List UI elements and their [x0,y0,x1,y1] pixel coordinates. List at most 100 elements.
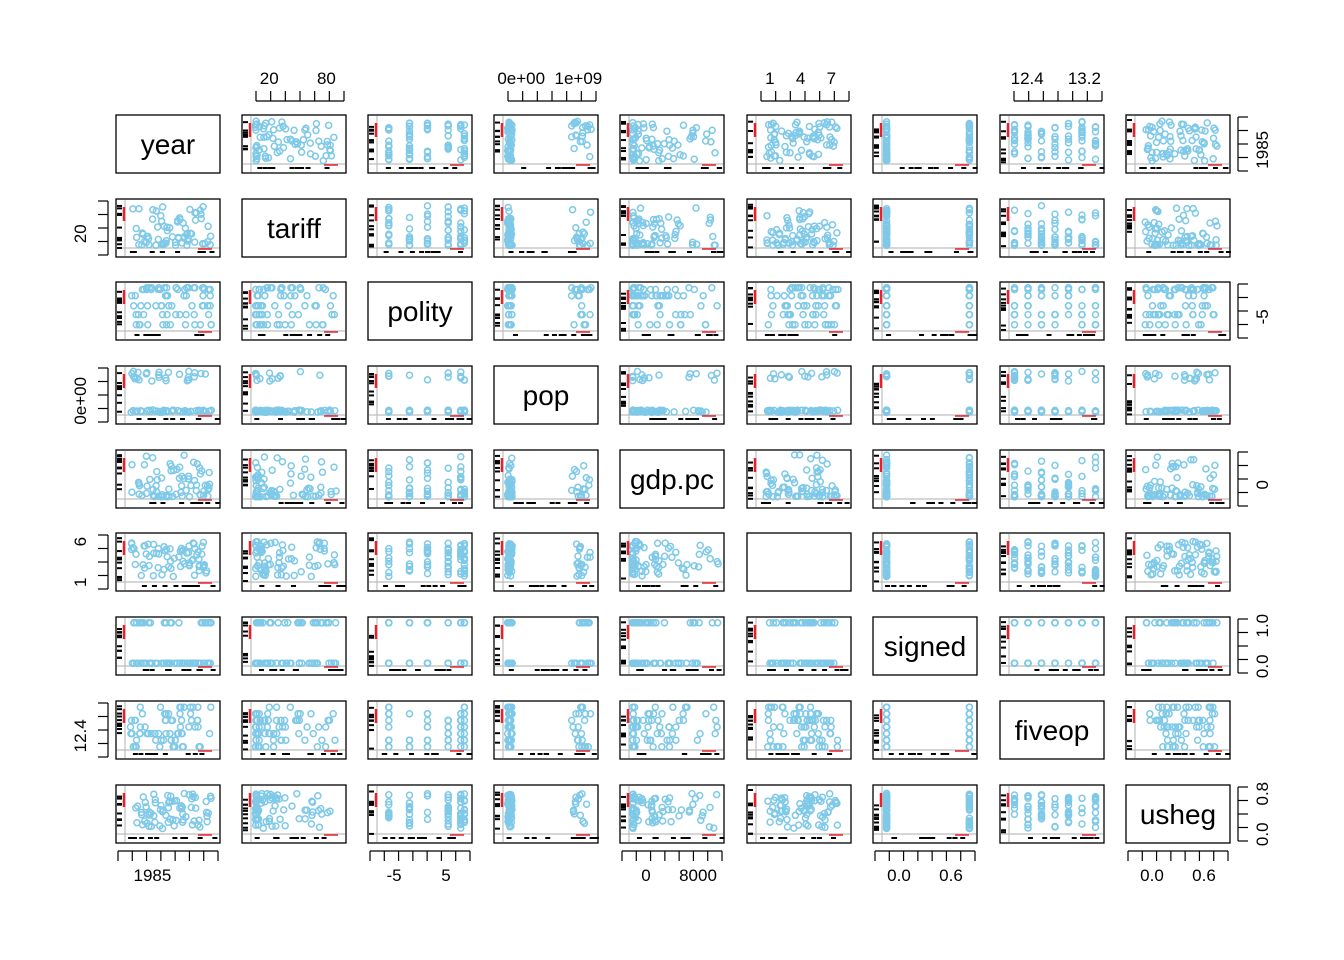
data-point [457,122,465,131]
data-point [147,285,155,294]
data-point [444,369,452,377]
data-point [795,207,803,215]
data-point [163,552,171,561]
data-point [708,284,716,292]
data-point [278,118,286,126]
data-point [423,376,432,384]
data-point [577,729,586,738]
data-point [1091,155,1100,164]
data-point [677,806,686,814]
data-point [965,146,974,154]
data-point [138,285,147,294]
data-point [1211,217,1220,226]
data-point [1051,152,1059,161]
data-point [663,240,672,248]
data-point [283,135,291,144]
data-point [711,729,719,738]
data-point [288,802,296,810]
data-point [136,320,144,329]
data-point [653,729,662,738]
data-point [1192,133,1200,141]
data-point [199,291,207,300]
data-point [965,320,974,329]
data-point [314,723,323,731]
data-point [1051,233,1059,241]
data-point [202,797,210,806]
panel-r4-c5 [746,449,852,509]
data-point [326,302,335,310]
data-point [252,152,260,161]
data-point [171,310,180,319]
data-point [405,241,414,249]
data-point [1180,710,1188,718]
data-point [701,320,710,329]
data-point [652,215,661,224]
data-point [763,236,771,244]
panel-r5-c7 [999,532,1105,592]
data-point [965,729,974,738]
data-point [444,212,452,221]
data-point [821,723,829,731]
data-point [656,291,664,300]
data-point [673,216,681,224]
data-point [385,125,393,133]
data-point [287,470,295,478]
data-point [198,284,207,292]
data-point [330,310,339,319]
data-point [657,234,666,242]
data-point [1164,231,1172,239]
data-point [1037,226,1046,235]
panel-r8-c2 [367,784,473,844]
data-point [567,133,576,141]
data-point [190,571,199,579]
data-point [833,124,841,133]
data-point [765,619,774,627]
data-point [696,541,704,550]
data-point [882,703,891,711]
data-point [136,703,145,711]
data-point [385,219,393,227]
data-point [665,743,674,751]
data-point [1200,138,1208,147]
data-point [773,291,781,300]
data-point [679,121,688,130]
data-point [833,743,842,751]
data-point [1147,153,1155,162]
data-point [182,291,191,300]
data-point [1151,461,1160,469]
data-point [1037,291,1046,300]
data-point [323,137,331,146]
data-point [321,285,330,294]
data-point [1037,137,1046,145]
data-point [1024,209,1032,218]
data-point [670,408,678,416]
data-point [256,320,265,329]
data-point [269,134,277,143]
data-point [273,320,281,329]
data-point [405,213,414,222]
data-point [781,302,789,310]
data-point [1171,372,1179,380]
data-point [807,729,816,738]
data-point [1037,320,1046,329]
data-point [818,291,826,300]
panel-r7-c0 [115,700,221,760]
data-point [252,572,260,581]
data-point [312,126,320,135]
data-point [1051,225,1059,234]
data-point [1010,136,1019,145]
data-point [709,232,717,241]
data-point [685,284,693,292]
data-point [629,135,638,144]
data-point [1064,619,1073,627]
data-point [1078,456,1086,465]
data-point [1149,127,1158,136]
data-point [1051,124,1059,132]
data-point [1182,729,1190,738]
data-point [205,729,214,738]
data-point [287,291,295,300]
data-point [276,291,285,300]
data-point [207,320,215,329]
data-point [1175,310,1183,319]
